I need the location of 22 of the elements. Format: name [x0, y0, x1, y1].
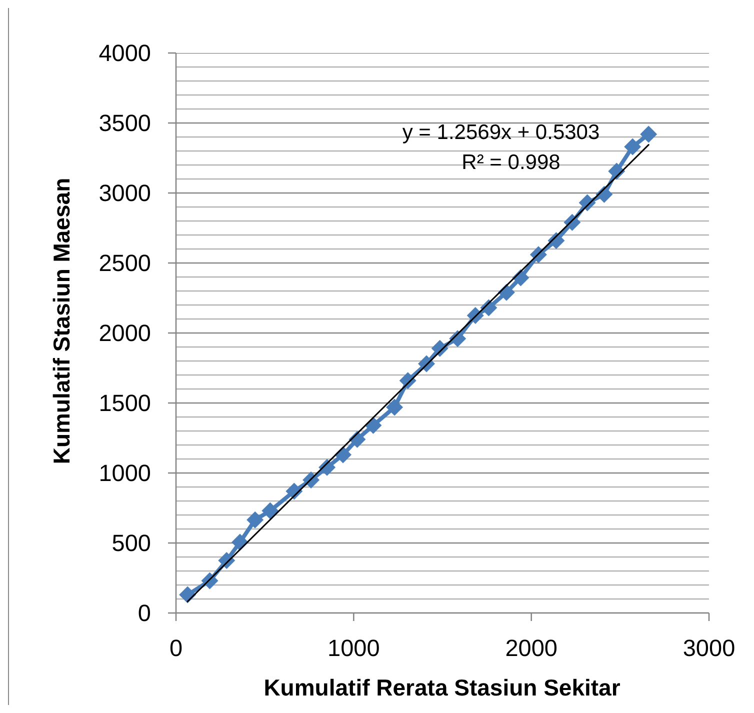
- x-tick-label: 1000: [328, 635, 380, 662]
- y-tick-label: 4000: [98, 40, 151, 66]
- y-tick-label: 3500: [98, 110, 151, 136]
- x-tick-label: 3000: [682, 635, 736, 662]
- x-axis-title: Kumulatif Rerata Stasiun Sekitar: [264, 674, 620, 702]
- x-tick-label: 2000: [505, 635, 558, 662]
- y-tick-label: 1500: [98, 390, 151, 416]
- y-axis-title: Kumulatif Stasiun Maesan: [48, 178, 76, 464]
- point: [262, 502, 279, 520]
- y-tick-label: 2500: [98, 250, 151, 276]
- point: [386, 398, 404, 416]
- x-tick-label: 0: [169, 635, 183, 662]
- y-tick-label: 0: [138, 600, 151, 626]
- point: [624, 138, 642, 156]
- annotation: y = 1.2569x + 0.5303: [402, 121, 600, 145]
- y-tick-label: 1000: [98, 460, 151, 486]
- point: [640, 126, 658, 143]
- y-tick-label: 3000: [98, 180, 151, 206]
- point: [246, 511, 264, 528]
- annotation: R² = 0.998: [462, 151, 560, 175]
- y-tick-label: 2000: [98, 320, 151, 346]
- y-tick-label: 500: [112, 530, 151, 556]
